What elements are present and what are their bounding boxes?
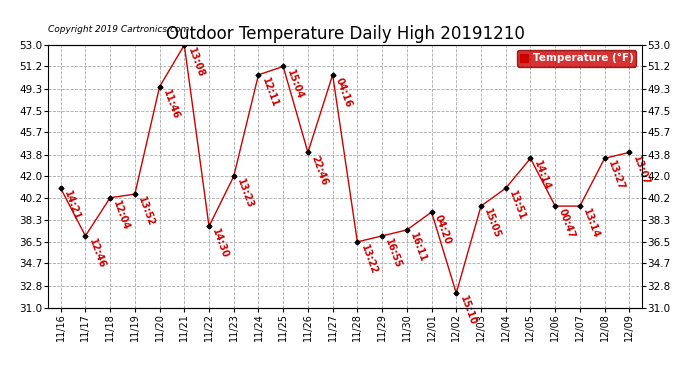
Text: 13:07: 13:07 <box>631 154 651 186</box>
Text: 12:04: 12:04 <box>112 199 132 232</box>
Text: 13:23: 13:23 <box>235 178 255 210</box>
Text: 04:20: 04:20 <box>433 213 453 246</box>
Text: 12:46: 12:46 <box>87 237 107 270</box>
Text: 13:08: 13:08 <box>186 46 206 79</box>
Text: 04:16: 04:16 <box>334 76 354 109</box>
Text: 11:46: 11:46 <box>161 88 181 121</box>
Text: 14:30: 14:30 <box>210 228 230 260</box>
Text: 14:21: 14:21 <box>62 190 82 222</box>
Text: 15:10: 15:10 <box>457 295 477 327</box>
Text: 22:46: 22:46 <box>309 154 329 186</box>
Legend: Temperature (°F): Temperature (°F) <box>517 50 636 66</box>
Title: Outdoor Temperature Daily High 20191210: Outdoor Temperature Daily High 20191210 <box>166 26 524 44</box>
Text: 13:22: 13:22 <box>359 243 379 276</box>
Text: 14:14: 14:14 <box>532 160 552 192</box>
Text: Copyright 2019 Cartronics.com: Copyright 2019 Cartronics.com <box>48 26 190 34</box>
Text: 13:51: 13:51 <box>507 190 527 222</box>
Text: 15:05: 15:05 <box>482 207 502 240</box>
Text: 12:11: 12:11 <box>260 76 280 109</box>
Text: 13:14: 13:14 <box>581 207 601 240</box>
Text: 16:11: 16:11 <box>408 231 428 264</box>
Text: 15:04: 15:04 <box>284 68 304 100</box>
Text: 16:55: 16:55 <box>384 237 404 270</box>
Text: 13:27: 13:27 <box>606 160 626 192</box>
Text: 00:47: 00:47 <box>557 207 577 240</box>
Text: 13:52: 13:52 <box>136 195 156 228</box>
